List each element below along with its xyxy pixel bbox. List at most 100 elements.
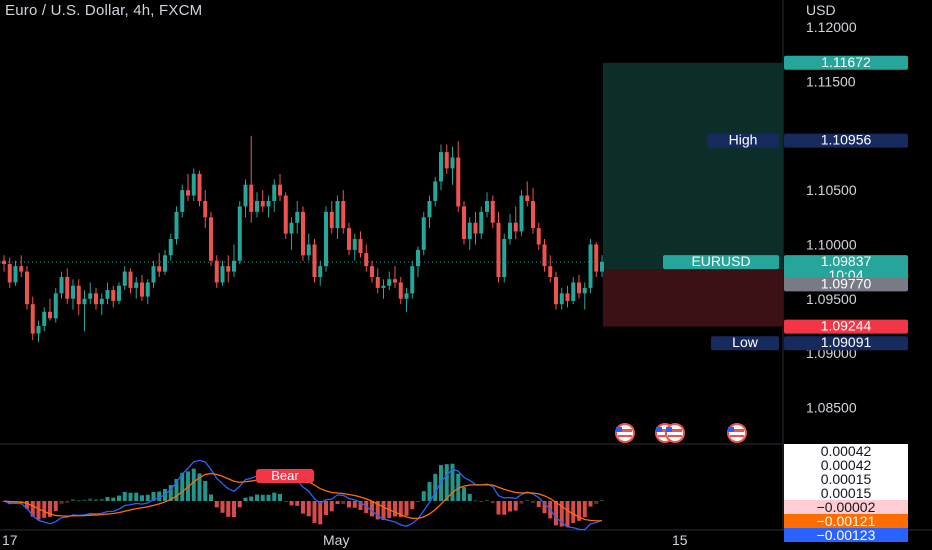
- candle-body: [398, 282, 403, 299]
- candle-body: [232, 260, 236, 272]
- candle-body: [25, 271, 29, 305]
- x-tick-label: 15: [672, 532, 688, 548]
- candle-body: [525, 195, 530, 201]
- high-tag-bg: [707, 133, 779, 148]
- candle-body: [375, 277, 380, 288]
- candle-body: [335, 200, 340, 229]
- us-flag-icon-stripe: [658, 429, 672, 432]
- macd-histogram-bar: [255, 494, 259, 501]
- last-price-label: 1.09837: [821, 253, 872, 269]
- macd-histogram-bar: [174, 479, 179, 501]
- target-price-label: 1.11672: [821, 54, 871, 70]
- macd-histogram-bar: [502, 501, 507, 515]
- bear-badge-bg: [256, 469, 314, 483]
- candle-body: [582, 287, 587, 294]
- macd-histogram-bar: [272, 492, 277, 501]
- macd-value-bg: [784, 458, 908, 472]
- candle-body: [243, 184, 248, 207]
- candle-body: [347, 228, 351, 250]
- candle-body: [318, 266, 323, 278]
- macd-histogram-bar: [214, 501, 219, 508]
- candle-body: [439, 152, 443, 182]
- macd-histogram-bar: [237, 501, 242, 508]
- position-zones: [603, 62, 783, 327]
- macd-histogram-bar: [88, 498, 93, 501]
- candle-body: [559, 293, 564, 305]
- candle-body: [99, 298, 104, 305]
- candle-body: [88, 293, 93, 299]
- candle-body: [13, 266, 18, 283]
- macd-histogram-bar: [421, 491, 426, 501]
- macd-histogram-bar: [347, 501, 351, 508]
- candle-body: [174, 211, 179, 240]
- candle-body: [197, 173, 202, 201]
- macd-histogram-bar: [456, 473, 461, 501]
- y-tick-label: 1.09500: [806, 291, 857, 307]
- candle-body: [272, 184, 277, 201]
- candle-body: [444, 152, 449, 169]
- y-tick-label: 1.12000: [806, 19, 857, 35]
- macd-histogram-bar: [594, 501, 599, 504]
- us-flag-icon-canton: [728, 427, 734, 432]
- macd-histogram-bar: [295, 501, 300, 506]
- candle-body: [456, 157, 461, 207]
- candle-body: [554, 277, 558, 305]
- macd-histogram-bar: [536, 501, 541, 508]
- candle-body: [479, 211, 484, 234]
- macd-histogram-bar: [48, 501, 52, 517]
- y-tick-label: 1.11500: [806, 73, 856, 89]
- macd-histogram-bar: [600, 500, 604, 502]
- candle-body: [473, 222, 478, 234]
- macd-histogram-bar: [180, 472, 185, 501]
- macd-histogram-bar: [232, 501, 236, 517]
- macd-histogram-bar: [7, 501, 12, 505]
- macd-histogram-bar: [571, 501, 576, 523]
- macd-histogram-bar: [525, 500, 530, 502]
- candle-body: [71, 285, 75, 299]
- macd-histogram-bar: [94, 499, 98, 501]
- macd-histogram-bar: [479, 501, 484, 502]
- candle-body: [565, 293, 570, 301]
- macd-histogram-bar: [203, 480, 208, 501]
- macd-histogram-bar: [404, 501, 409, 516]
- candle-body: [588, 244, 593, 288]
- candle-body: [496, 222, 501, 278]
- macd-histogram-bar: [352, 501, 357, 508]
- y-tick-label: 1.10000: [806, 236, 857, 252]
- high-price-label: 1.10956: [821, 132, 872, 148]
- low-tag: Low: [732, 334, 759, 350]
- macd-value-label: 0.00042: [821, 443, 872, 459]
- candle-body: [421, 217, 426, 250]
- price-axis: 1.120001.115001.105001.100001.095001.090…: [2, 19, 857, 548]
- candle-body: [295, 211, 300, 223]
- candle-body: [600, 261, 604, 272]
- macd-histogram-bar: [249, 496, 254, 501]
- macd-value-label: −0.00123: [817, 527, 876, 543]
- candle-body: [387, 279, 392, 286]
- candle-body: [427, 200, 432, 218]
- macd-histogram-bar: [519, 501, 524, 504]
- candle-body: [502, 239, 507, 278]
- candle-body: [186, 190, 190, 196]
- candle-body: [519, 195, 524, 232]
- macd-histogram-bar: [266, 494, 271, 501]
- y-tick-label: 1.10500: [806, 182, 857, 198]
- macd-histogram-bar: [554, 501, 558, 526]
- macd-line: [3, 459, 603, 531]
- us-flag-icon: [727, 423, 747, 443]
- candle-body: [548, 266, 553, 278]
- candle-body: [542, 244, 547, 267]
- candle-body: [594, 244, 599, 272]
- macd-histogram-bar: [36, 501, 41, 520]
- stop-zone: [603, 269, 783, 327]
- candle-body: [48, 311, 52, 319]
- candle-body: [306, 244, 311, 256]
- candle-body: [226, 266, 231, 272]
- entry-price-label-bg: [784, 277, 908, 292]
- candle-body: [191, 173, 196, 196]
- macd-histogram-bar: [289, 501, 294, 506]
- candle-body: [329, 211, 334, 229]
- candle-body: [168, 239, 173, 256]
- us-flag-icon-canton: [656, 427, 662, 432]
